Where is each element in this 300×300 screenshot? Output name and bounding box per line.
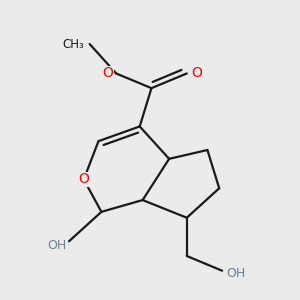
Text: OH: OH [226,267,246,280]
Text: OH: OH [47,239,66,252]
Text: O: O [78,172,89,186]
Text: CH₃: CH₃ [62,38,84,50]
Text: O: O [102,66,113,80]
Text: O: O [191,66,202,80]
